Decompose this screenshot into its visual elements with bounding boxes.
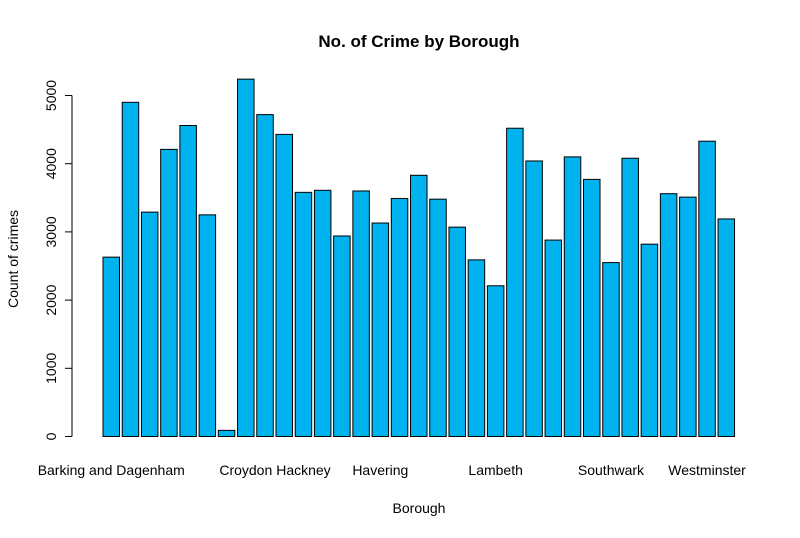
bar bbox=[333, 235, 351, 437]
bar bbox=[506, 127, 524, 438]
bar bbox=[237, 78, 255, 437]
y-tick-label: 2000 bbox=[43, 284, 59, 315]
bar bbox=[563, 156, 582, 437]
category-labels: Barking and Dagenham Croydon Hackney Haveri… bbox=[38, 462, 746, 478]
y-tick-label: 1000 bbox=[43, 353, 59, 384]
bar bbox=[583, 178, 601, 437]
bar bbox=[486, 285, 505, 437]
bar bbox=[256, 114, 274, 437]
x-category-label: Westminster bbox=[668, 462, 746, 478]
bar bbox=[679, 196, 697, 437]
bar bbox=[371, 222, 390, 437]
bar bbox=[602, 262, 620, 437]
bar bbox=[217, 429, 236, 437]
bar bbox=[102, 256, 120, 437]
bars-group bbox=[102, 78, 736, 438]
x-category-label: Havering bbox=[352, 462, 408, 478]
bar bbox=[140, 211, 159, 437]
y-axis-ticks: 0 1000 2000 3000 4000 5000 bbox=[43, 80, 72, 440]
bar bbox=[352, 190, 370, 437]
x-category-label: Barking and Dagenham bbox=[38, 462, 185, 478]
y-tick-label: 0 bbox=[43, 432, 59, 440]
bar bbox=[294, 191, 313, 437]
bar bbox=[467, 259, 486, 437]
bar bbox=[544, 239, 563, 437]
bar bbox=[275, 133, 293, 437]
y-axis-title: Count of crimes bbox=[5, 210, 21, 308]
bar bbox=[198, 214, 217, 437]
bar bbox=[121, 101, 140, 437]
bar bbox=[448, 226, 466, 437]
x-axis-title: Borough bbox=[393, 500, 446, 516]
bar bbox=[717, 218, 736, 437]
bar bbox=[390, 197, 409, 437]
bar bbox=[525, 160, 543, 437]
y-tick-label: 5000 bbox=[43, 80, 59, 111]
bar bbox=[659, 193, 678, 437]
chart-title: No. of Crime by Borough bbox=[318, 32, 519, 51]
bar bbox=[410, 174, 428, 437]
y-tick-label: 4000 bbox=[43, 148, 59, 179]
bar bbox=[429, 198, 447, 437]
x-category-label: Hackney bbox=[276, 462, 330, 478]
bar bbox=[640, 243, 659, 437]
bar bbox=[698, 140, 716, 437]
bar bbox=[160, 148, 178, 437]
x-category-label: Lambeth bbox=[468, 462, 522, 478]
y-tick-label: 3000 bbox=[43, 216, 59, 247]
bar bbox=[179, 125, 197, 437]
x-category-label: Southwark bbox=[578, 462, 645, 478]
x-category-label: Croydon bbox=[219, 462, 272, 478]
bar bbox=[621, 157, 639, 438]
bar bbox=[313, 189, 332, 437]
